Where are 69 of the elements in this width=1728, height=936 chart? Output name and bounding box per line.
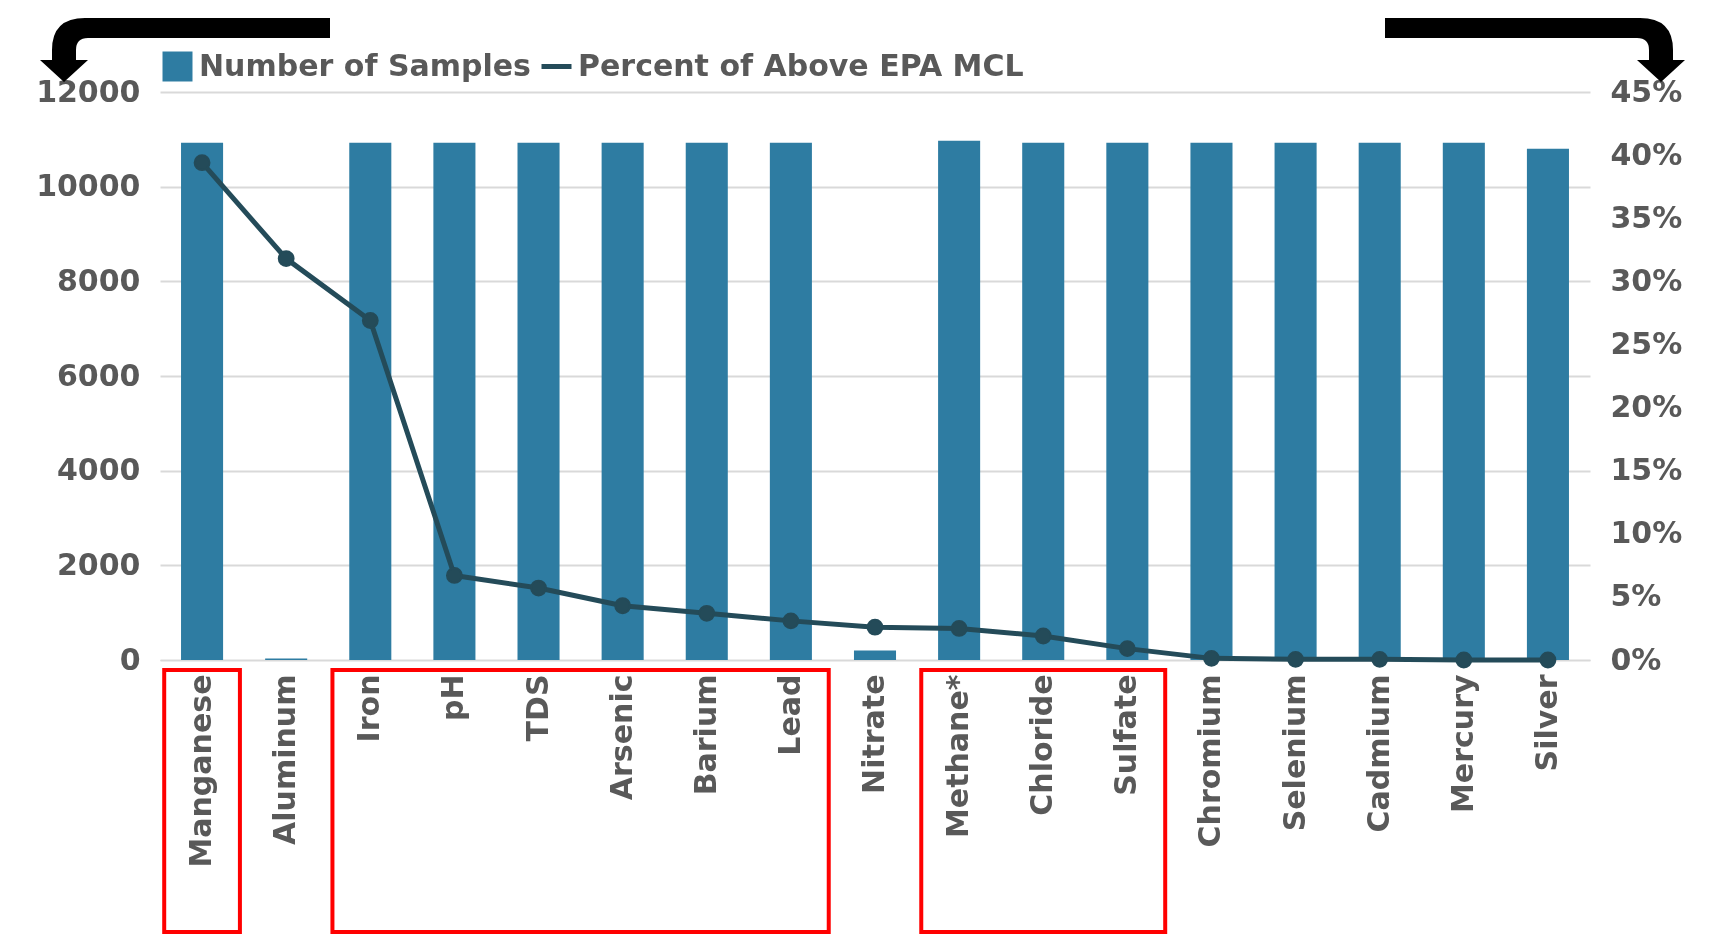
y-tick-label: 8000 xyxy=(57,262,141,298)
y2-tick-label: 25% xyxy=(1610,325,1683,361)
x-tick-label: Chloride xyxy=(1024,674,1060,816)
bar xyxy=(517,142,560,660)
y-tick-label: 6000 xyxy=(57,357,141,393)
point xyxy=(1118,640,1136,658)
point xyxy=(950,620,968,637)
bar xyxy=(1442,142,1485,660)
bar xyxy=(769,142,812,660)
bar xyxy=(433,142,476,660)
point xyxy=(361,312,379,329)
point xyxy=(1287,650,1304,668)
x-tick-label: pH xyxy=(435,674,471,722)
legend-label: Number of Samples xyxy=(199,47,531,83)
x-tick-label: Barium xyxy=(687,674,723,796)
bar xyxy=(1106,142,1149,660)
point xyxy=(1539,651,1557,669)
point xyxy=(866,618,884,636)
bar xyxy=(1274,142,1317,660)
bar xyxy=(938,140,981,660)
bar xyxy=(349,142,392,660)
x-tick-label: Iron xyxy=(351,674,387,743)
legend-label: Percent of Above EPA MCL xyxy=(578,47,1024,83)
point xyxy=(1455,651,1473,669)
point xyxy=(193,154,211,172)
x-tick-label: Chromium xyxy=(1192,674,1228,848)
y2-tick-label: 30% xyxy=(1610,262,1683,298)
y2-tick-label: 20% xyxy=(1610,389,1683,425)
y2-tick-label: 15% xyxy=(1610,452,1683,488)
x-tick-label: Nitrate xyxy=(856,674,891,794)
x-tick-label: Lead xyxy=(771,674,807,756)
bar xyxy=(181,142,224,660)
point xyxy=(782,612,800,630)
y-tick-label: 12000 xyxy=(36,73,141,109)
x-tick-label: Selenium xyxy=(1276,674,1312,832)
x-tick-label: Sulfate xyxy=(1108,674,1144,796)
x-tick-label: Silver xyxy=(1528,674,1564,772)
x-tick-label: Manganese xyxy=(183,674,219,868)
point xyxy=(1371,650,1389,668)
y2-tick-label: 45% xyxy=(1610,73,1683,109)
y2-tick-label: 5% xyxy=(1610,578,1662,614)
point xyxy=(277,250,295,268)
x-tick-label: Methane* xyxy=(940,674,976,839)
x-tick-label: Cadmium xyxy=(1360,674,1396,833)
x-tick-label: Mercury xyxy=(1444,674,1480,813)
point xyxy=(1034,627,1052,645)
point xyxy=(698,604,716,622)
bar xyxy=(685,142,728,660)
point xyxy=(446,567,463,584)
bar xyxy=(1358,142,1401,660)
point xyxy=(614,597,632,615)
y2-tick-label: 35% xyxy=(1610,199,1683,235)
x-tick-label: TDS xyxy=(519,674,555,742)
y-tick-label: 2000 xyxy=(57,546,141,582)
x-tick-label: Arsenic xyxy=(603,674,639,801)
y2-tick-label: 40% xyxy=(1610,136,1683,172)
x-tick-label: Aluminum xyxy=(267,674,303,845)
bar xyxy=(853,650,897,660)
bar xyxy=(1022,142,1065,660)
y-tick-label: 10000 xyxy=(36,168,141,204)
y2-tick-label: 0% xyxy=(1610,641,1662,677)
y-tick-label: 0 xyxy=(119,641,141,677)
bar xyxy=(1190,142,1233,660)
y2-tick-label: 10% xyxy=(1610,515,1683,551)
bar xyxy=(1526,148,1569,660)
point xyxy=(1203,649,1220,667)
point xyxy=(530,579,547,597)
bar xyxy=(601,142,644,660)
y-tick-label: 4000 xyxy=(57,452,141,488)
